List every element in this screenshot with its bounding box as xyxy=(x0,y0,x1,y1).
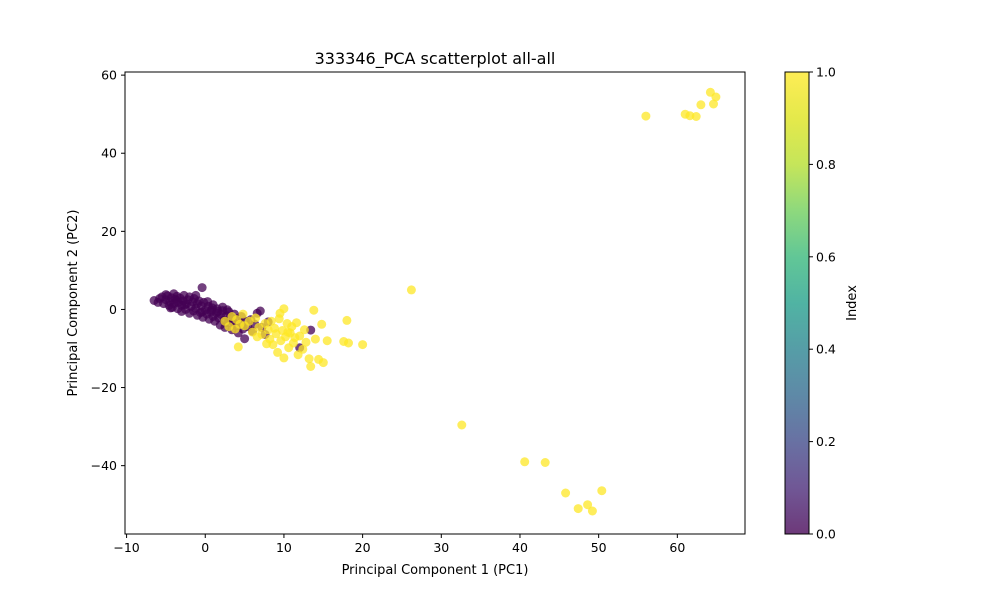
x-tick-label: 50 xyxy=(591,540,607,555)
y-axis-label: Principal Component 2 (PC2) xyxy=(66,210,81,397)
colorbar-ticks: 0.0 0.2 0.4 0.6 0.8 1.0 xyxy=(809,65,836,542)
data-point xyxy=(310,334,320,344)
x-tick-label: 40 xyxy=(512,540,528,555)
colorbar-frame xyxy=(784,71,810,535)
x-tick-label: 0 xyxy=(201,540,209,555)
data-point xyxy=(191,290,201,300)
colorbar-tick-label: 0.2 xyxy=(816,434,836,449)
data-point xyxy=(233,342,243,352)
data-point xyxy=(358,340,368,350)
data-point xyxy=(304,354,314,364)
data-point xyxy=(696,100,706,110)
data-point xyxy=(298,344,308,354)
data-point xyxy=(161,290,171,300)
colorbar: 0.0 0.2 0.4 0.6 0.8 1.0 Index xyxy=(784,65,860,542)
x-tick-label: 20 xyxy=(355,540,371,555)
data-point xyxy=(273,347,283,357)
y-tick-label: 20 xyxy=(101,224,117,239)
data-point xyxy=(197,307,207,317)
data-point xyxy=(317,319,327,329)
x-tick-label: 60 xyxy=(669,540,685,555)
data-point xyxy=(583,500,593,510)
data-point xyxy=(266,316,276,326)
y-tick-label: 0 xyxy=(109,302,117,317)
data-point xyxy=(213,306,223,316)
data-point xyxy=(322,336,332,346)
y-tick-label: 60 xyxy=(101,68,117,83)
data-point xyxy=(318,358,328,368)
data-point xyxy=(180,300,190,310)
data-point xyxy=(251,313,261,323)
x-tick-label: −10 xyxy=(113,540,139,555)
data-point xyxy=(457,420,467,430)
data-point xyxy=(540,458,550,467)
data-point xyxy=(561,488,571,498)
data-point xyxy=(275,308,285,318)
data-point xyxy=(299,325,309,335)
data-point xyxy=(252,332,262,342)
colorbar-tick-label: 1.0 xyxy=(816,65,836,80)
chart-title: 333346_PCA scatterplot all-all xyxy=(315,49,556,69)
data-point xyxy=(573,504,583,514)
data-point xyxy=(587,506,597,516)
data-point xyxy=(238,309,248,319)
x-tick-label: 10 xyxy=(276,540,292,555)
colorbar-gradient xyxy=(785,72,809,534)
data-point xyxy=(597,486,607,496)
data-point xyxy=(344,338,353,348)
colorbar-tick-label: 0.0 xyxy=(816,527,836,542)
y-tick-label: 40 xyxy=(101,146,117,161)
data-point xyxy=(255,306,265,316)
data-point xyxy=(342,315,352,325)
data-point xyxy=(301,337,311,347)
x-axis-label: Principal Component 1 (PC1) xyxy=(342,563,529,578)
data-point xyxy=(172,296,182,306)
data-point xyxy=(262,339,272,349)
data-point xyxy=(711,92,721,102)
colorbar-tick-label: 0.4 xyxy=(816,342,836,357)
data-point xyxy=(306,362,316,371)
data-point xyxy=(166,303,176,313)
data-point xyxy=(520,457,530,467)
data-point xyxy=(222,305,232,315)
data-point xyxy=(641,111,651,121)
x-tick-label: 30 xyxy=(433,540,449,555)
colorbar-tick-label: 0.8 xyxy=(816,157,836,172)
data-point xyxy=(279,353,289,363)
points-layer xyxy=(149,87,721,516)
data-point xyxy=(709,99,718,109)
x-axis: −10 0 10 20 30 40 50 60 xyxy=(113,534,685,555)
colorbar-label: Index xyxy=(845,285,860,321)
data-point xyxy=(292,318,301,328)
data-point xyxy=(197,283,207,293)
colorbar-tick-label: 0.6 xyxy=(816,249,836,264)
data-point xyxy=(203,297,213,307)
data-point xyxy=(240,334,250,344)
data-point xyxy=(691,112,701,121)
plot-frame xyxy=(124,71,746,535)
data-point xyxy=(406,285,416,295)
data-point xyxy=(283,327,293,337)
data-point xyxy=(309,305,319,315)
data-point xyxy=(290,333,300,343)
y-axis: −40 −20 0 20 40 60 xyxy=(91,68,125,473)
y-tick-label: −20 xyxy=(91,380,117,395)
y-tick-label: −40 xyxy=(91,458,117,473)
